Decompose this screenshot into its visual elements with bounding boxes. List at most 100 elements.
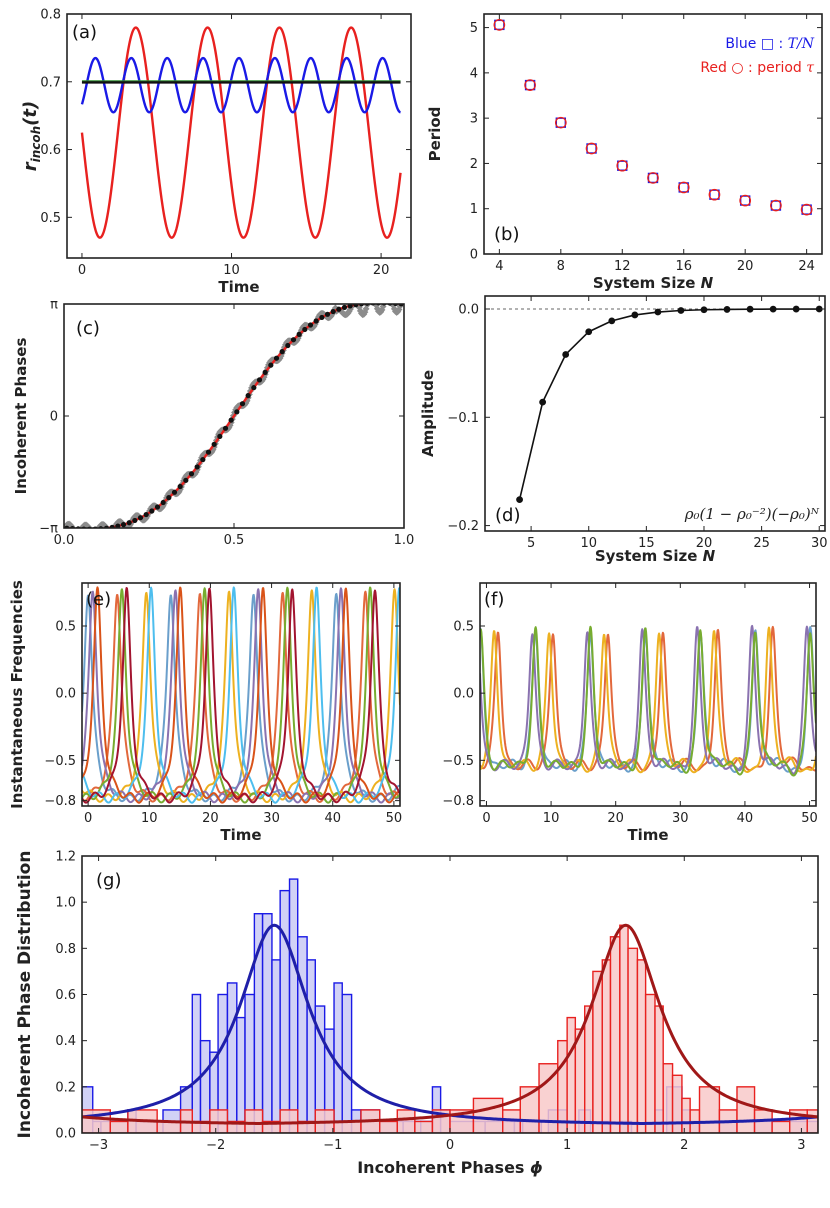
x-label-var: N — [701, 274, 714, 292]
square-marker — [739, 195, 751, 206]
sample-marker — [222, 425, 229, 431]
sample-marker — [211, 441, 217, 447]
y-tick-label: −0.8 — [442, 794, 474, 809]
y-axis-label: Incoherent Phase Distribution — [15, 851, 35, 1139]
y-axis-label: Period — [426, 107, 444, 162]
square-marker — [494, 19, 505, 31]
histogram-bar-red — [244, 1109, 264, 1133]
circle-marker — [524, 79, 536, 91]
sample-marker — [228, 417, 234, 423]
sample-marker — [183, 477, 189, 483]
histogram-bar-red — [771, 1120, 791, 1133]
histogram-bar-red — [109, 1120, 129, 1133]
circle-marker — [677, 181, 690, 194]
panel-label: (e) — [86, 589, 111, 610]
diamond-marker — [91, 530, 98, 537]
sample-marker — [341, 304, 348, 310]
diamond-marker — [384, 290, 391, 297]
sample-marker — [296, 331, 302, 337]
x-tick-label: 5 — [527, 536, 535, 551]
y-tick-label: 0.5 — [55, 619, 76, 634]
sample-marker — [154, 504, 161, 510]
circle-marker — [800, 203, 813, 216]
sample-marker — [387, 304, 393, 306]
square-marker — [709, 189, 720, 200]
sample-marker — [126, 520, 132, 526]
amplitude-marker — [700, 306, 708, 314]
y-tick-label: 0.0 — [55, 1127, 76, 1142]
diamond-marker — [74, 530, 81, 537]
y-tick-label: 5 — [470, 21, 478, 36]
fit-curve-red-fit — [82, 923, 818, 1125]
amplitude-marker — [516, 496, 523, 503]
x-axis-label: Time — [218, 278, 259, 296]
x-tick-label: 30 — [672, 811, 689, 826]
diamond-marker — [108, 528, 115, 535]
diamond-marker — [106, 528, 113, 535]
sample-marker — [149, 508, 155, 514]
sample-marker — [336, 306, 342, 312]
histogram-bar-red — [601, 959, 612, 1133]
amplitude-marker — [746, 305, 754, 313]
circle-marker — [770, 199, 782, 212]
y-label-main: r — [20, 161, 41, 171]
plot-frame — [484, 295, 826, 532]
frequency-line-6 — [82, 586, 400, 804]
y-tick-label: −0.8 — [44, 794, 76, 809]
histogram-bar-red — [472, 1097, 504, 1133]
sample-marker — [75, 526, 81, 528]
amplitude-marker — [562, 351, 570, 358]
legend-text: Red ○ : period — [700, 60, 806, 76]
frequency-line-5 — [82, 586, 400, 804]
formula-annotation: ρ₀(1 − ρ₀⁻²)(−ρ₀)ᴺ — [684, 505, 820, 523]
square-marker — [770, 200, 782, 211]
x-tick-label: 0 — [446, 1138, 454, 1153]
x-tick-label: 0 — [78, 263, 86, 278]
series-line-blue — [80, 56, 402, 114]
sample-marker — [273, 355, 280, 361]
frequency-line-4 — [480, 625, 816, 777]
square-marker — [617, 160, 628, 171]
diamond-marker — [75, 529, 82, 536]
y-tick-label: 1.0 — [55, 896, 76, 911]
y-tick-label: −0.2 — [447, 519, 479, 534]
sample-marker — [137, 515, 144, 521]
diamond-marker — [379, 304, 387, 311]
frequency-line-2 — [480, 626, 816, 774]
diamond-marker — [382, 295, 389, 302]
x-tick-label: 50 — [386, 811, 403, 826]
panel-label: (g) — [96, 870, 121, 891]
x-label-var: N — [703, 547, 716, 565]
histogram-bar-blue — [191, 993, 202, 1133]
sample-marker — [268, 362, 274, 368]
histogram-bar-blue — [341, 993, 353, 1133]
diamond-marker — [400, 292, 407, 299]
y-tick-label: 0 — [470, 248, 478, 263]
sample-marker — [217, 433, 223, 439]
y-tick-label: 2 — [470, 157, 478, 172]
histogram-bar-red — [736, 1086, 756, 1133]
x-tick-label: 4 — [495, 259, 503, 274]
circle-marker — [585, 142, 598, 155]
sample-marker — [200, 457, 206, 463]
circle-marker — [493, 19, 506, 31]
x-tick-label: 10 — [141, 811, 158, 826]
plot-frame — [81, 582, 401, 807]
sample-marker — [307, 322, 314, 328]
y-tick-label: −π — [39, 522, 58, 537]
histogram-bar-blue — [297, 936, 308, 1133]
y-label-sub: incoh — [29, 126, 43, 163]
sample-marker — [290, 337, 297, 343]
sample-marker — [251, 385, 257, 391]
amplitude-marker — [815, 305, 823, 313]
diamond-marker — [370, 294, 377, 301]
sample-marker — [353, 304, 359, 308]
histogram-bar-blue — [226, 982, 238, 1133]
y-axis-label: rincoh(t) — [20, 101, 43, 172]
y-tick-label: −0.5 — [44, 754, 76, 769]
series-line-red — [80, 26, 402, 239]
y-tick-label: 0 — [50, 410, 58, 425]
sample-marker — [239, 401, 246, 407]
histogram-bar-red — [396, 1109, 416, 1133]
histogram-bar-blue — [261, 913, 273, 1133]
